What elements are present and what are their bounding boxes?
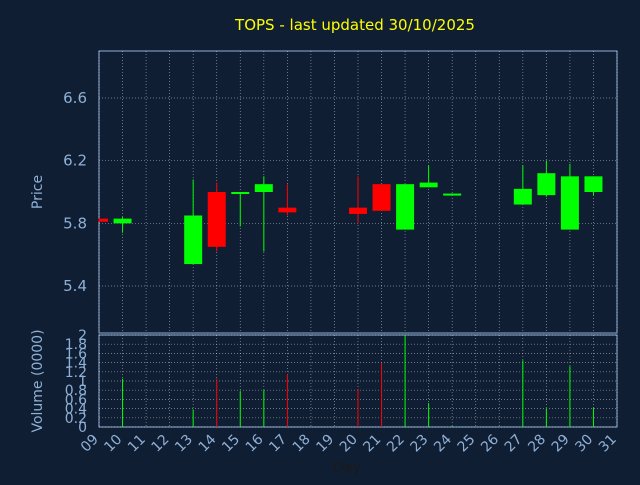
x-tick-label: 28 — [525, 432, 549, 456]
candle-body — [372, 184, 391, 211]
price-tick-label: 6.6 — [63, 89, 87, 107]
volume-tick-label: 1.2 — [65, 365, 87, 381]
x-tick-label: 30 — [572, 432, 596, 456]
price-tick-label: 6.2 — [63, 152, 87, 170]
x-axis-label: Day — [333, 460, 361, 476]
volume-tick-label: 1 — [78, 374, 87, 390]
y-axis-label-price: Price — [30, 175, 46, 209]
x-tick-label: 24 — [431, 431, 455, 455]
candle-body — [419, 182, 438, 188]
price-panel: 5.4 5.8 6.2 6.6 — [63, 50, 618, 334]
chart-title: TOPS - last updated 30/10/2025 — [234, 16, 475, 34]
x-tick-label: 17 — [266, 432, 290, 456]
volume-tick-label: 1.6 — [65, 346, 87, 362]
x-tick-label: 22 — [384, 432, 408, 456]
x-tick-label: 29 — [549, 432, 573, 456]
x-tick-label: 27 — [502, 432, 526, 456]
x-tick-label: 13 — [172, 432, 196, 456]
x-tick-label: 10 — [101, 432, 125, 456]
volume-panel: 00.20.40.60.811.21.41.61.82 — [65, 328, 618, 436]
volume-tick-label: 0 — [78, 420, 87, 436]
candle-body — [184, 215, 203, 265]
x-tick-label: 14 — [196, 431, 220, 455]
candle-body — [231, 192, 250, 194]
volume-tick-label: 1.8 — [65, 337, 87, 353]
candle-body — [99, 218, 108, 222]
x-tick-label: 16 — [243, 431, 267, 455]
candle-body — [537, 173, 556, 196]
volume-tick-label: 0.4 — [65, 402, 87, 418]
volume-tick-label: 1.4 — [65, 356, 87, 372]
x-tick-label: 19 — [313, 432, 337, 456]
candle-body — [513, 188, 532, 205]
candle-body — [443, 193, 462, 196]
volume-tick-label: 2 — [78, 328, 87, 344]
x-tick-label: 20 — [337, 432, 361, 456]
candle-body — [349, 207, 367, 214]
x-tick-label: 12 — [149, 432, 173, 456]
candle-body — [396, 184, 415, 230]
candle-body — [254, 184, 273, 192]
candle-body — [278, 207, 297, 213]
volume-tick-label: 0.6 — [65, 392, 87, 408]
candle-body — [113, 218, 132, 224]
x-axis: 09 10 11 12 13 14 15 16 17 18 19 20 21 22 23 24 25 26 27 28… — [78, 431, 620, 455]
x-tick-label: 11 — [125, 432, 149, 456]
y-axis-label-volume: Volume (0000) — [30, 329, 46, 432]
candle-body — [207, 192, 226, 247]
price-tick-label: 5.4 — [63, 277, 87, 295]
volume-tick-label: 0.8 — [65, 383, 87, 399]
x-tick-label: 21 — [360, 432, 384, 456]
x-tick-label: 31 — [596, 432, 620, 456]
x-tick-label: 23 — [408, 432, 432, 456]
candle-body — [560, 176, 579, 230]
x-tick-label: 15 — [219, 432, 243, 456]
x-tick-label: 18 — [290, 432, 314, 456]
volume-tick-label: 0.2 — [65, 411, 87, 427]
candle-body — [584, 176, 603, 192]
price-tick-label: 5.8 — [63, 214, 87, 232]
x-tick-label: 26 — [478, 431, 502, 455]
x-tick-label: 25 — [455, 432, 479, 456]
